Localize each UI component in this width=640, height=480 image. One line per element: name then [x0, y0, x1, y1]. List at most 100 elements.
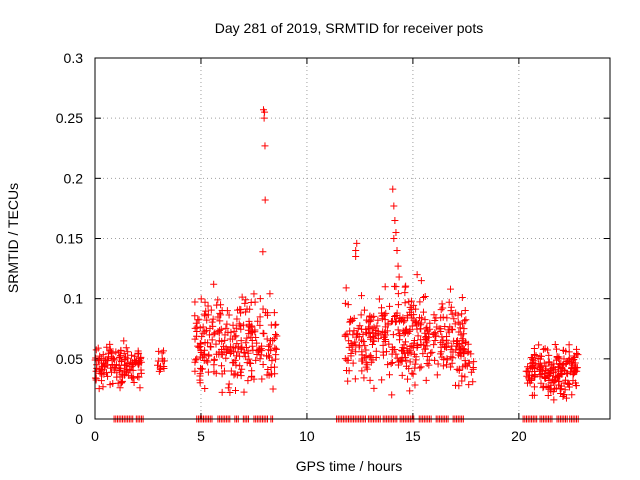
data-point — [540, 383, 548, 391]
data-point — [393, 247, 401, 255]
data-point — [559, 361, 567, 369]
data-point — [237, 309, 245, 317]
data-point — [362, 346, 370, 354]
data-point — [379, 348, 387, 356]
data-point — [406, 326, 414, 334]
data-point — [529, 359, 537, 367]
data-point — [258, 375, 266, 383]
data-point — [405, 365, 413, 373]
data-point — [226, 350, 234, 358]
data-point — [569, 371, 577, 379]
data-point — [436, 350, 444, 358]
data-point — [449, 348, 457, 356]
data-point — [343, 366, 351, 374]
data-point — [425, 356, 433, 364]
data-point — [401, 283, 409, 291]
data-point — [102, 357, 110, 365]
data-point — [158, 349, 166, 357]
data-point — [461, 357, 469, 365]
data-point — [461, 306, 469, 314]
data-point — [256, 313, 264, 321]
data-point — [450, 315, 458, 323]
data-point — [108, 354, 116, 362]
data-point — [201, 298, 209, 306]
data-point — [413, 343, 421, 351]
data-point — [272, 320, 280, 328]
x-tick-label: 10 — [299, 428, 315, 444]
data-point — [95, 385, 103, 393]
data-point — [437, 306, 445, 314]
data-point — [389, 185, 397, 193]
data-point — [550, 396, 558, 404]
data-point — [413, 321, 421, 329]
data-point — [460, 330, 468, 338]
data-point — [561, 386, 569, 394]
data-point — [384, 361, 392, 369]
data-point — [448, 325, 456, 333]
data-point — [372, 347, 380, 355]
data-point — [398, 371, 406, 379]
data-point — [230, 327, 238, 335]
data-point — [360, 374, 368, 382]
data-point — [530, 383, 538, 391]
data-point — [469, 365, 477, 373]
data-point — [266, 290, 274, 298]
data-point — [574, 351, 582, 359]
data-point — [116, 366, 124, 374]
data-point — [536, 352, 544, 360]
data-point — [557, 367, 565, 375]
data-point — [470, 358, 478, 366]
data-point — [244, 377, 252, 385]
data-point — [547, 361, 555, 369]
data-point — [226, 335, 234, 343]
data-point — [210, 355, 218, 363]
data-point — [238, 343, 246, 351]
data-point — [208, 318, 216, 326]
data-point — [261, 108, 269, 116]
data-point — [193, 355, 201, 363]
data-point — [216, 309, 224, 317]
data-point — [395, 330, 403, 338]
data-point — [242, 308, 250, 316]
y-axis-label: SRMTID / TECUs — [5, 183, 21, 293]
data-point — [394, 262, 402, 270]
data-point — [443, 314, 451, 322]
data-point — [377, 331, 385, 339]
data-point — [406, 347, 414, 355]
data-point — [222, 324, 230, 332]
data-point — [525, 376, 533, 384]
data-point — [447, 363, 455, 371]
data-point — [448, 359, 456, 367]
data-point — [269, 385, 277, 393]
data-point — [391, 216, 399, 224]
data-point — [411, 381, 419, 389]
data-point — [263, 335, 271, 343]
data-point — [560, 391, 568, 399]
data-point — [548, 364, 556, 372]
data-point — [561, 366, 569, 374]
data-point — [420, 341, 428, 349]
data-point — [401, 299, 409, 307]
data-point — [229, 321, 237, 329]
data-point — [216, 317, 224, 325]
data-point — [204, 311, 212, 319]
data-point — [347, 315, 355, 323]
data-point — [222, 354, 230, 362]
data-point — [204, 339, 212, 347]
data-point — [154, 361, 162, 369]
data-point — [564, 370, 572, 378]
data-point — [240, 388, 248, 396]
y-tick-label: 0.2 — [64, 170, 84, 186]
data-point — [454, 311, 462, 319]
data-point — [408, 369, 416, 377]
data-point — [360, 306, 368, 314]
data-point — [549, 379, 557, 387]
data-point — [261, 196, 269, 204]
data-point — [259, 329, 267, 337]
data-point — [191, 358, 199, 366]
data-point — [118, 377, 126, 385]
data-point — [416, 298, 424, 306]
y-tick-label: 0.1 — [64, 291, 84, 307]
data-point — [344, 377, 352, 385]
data-point — [218, 388, 226, 396]
